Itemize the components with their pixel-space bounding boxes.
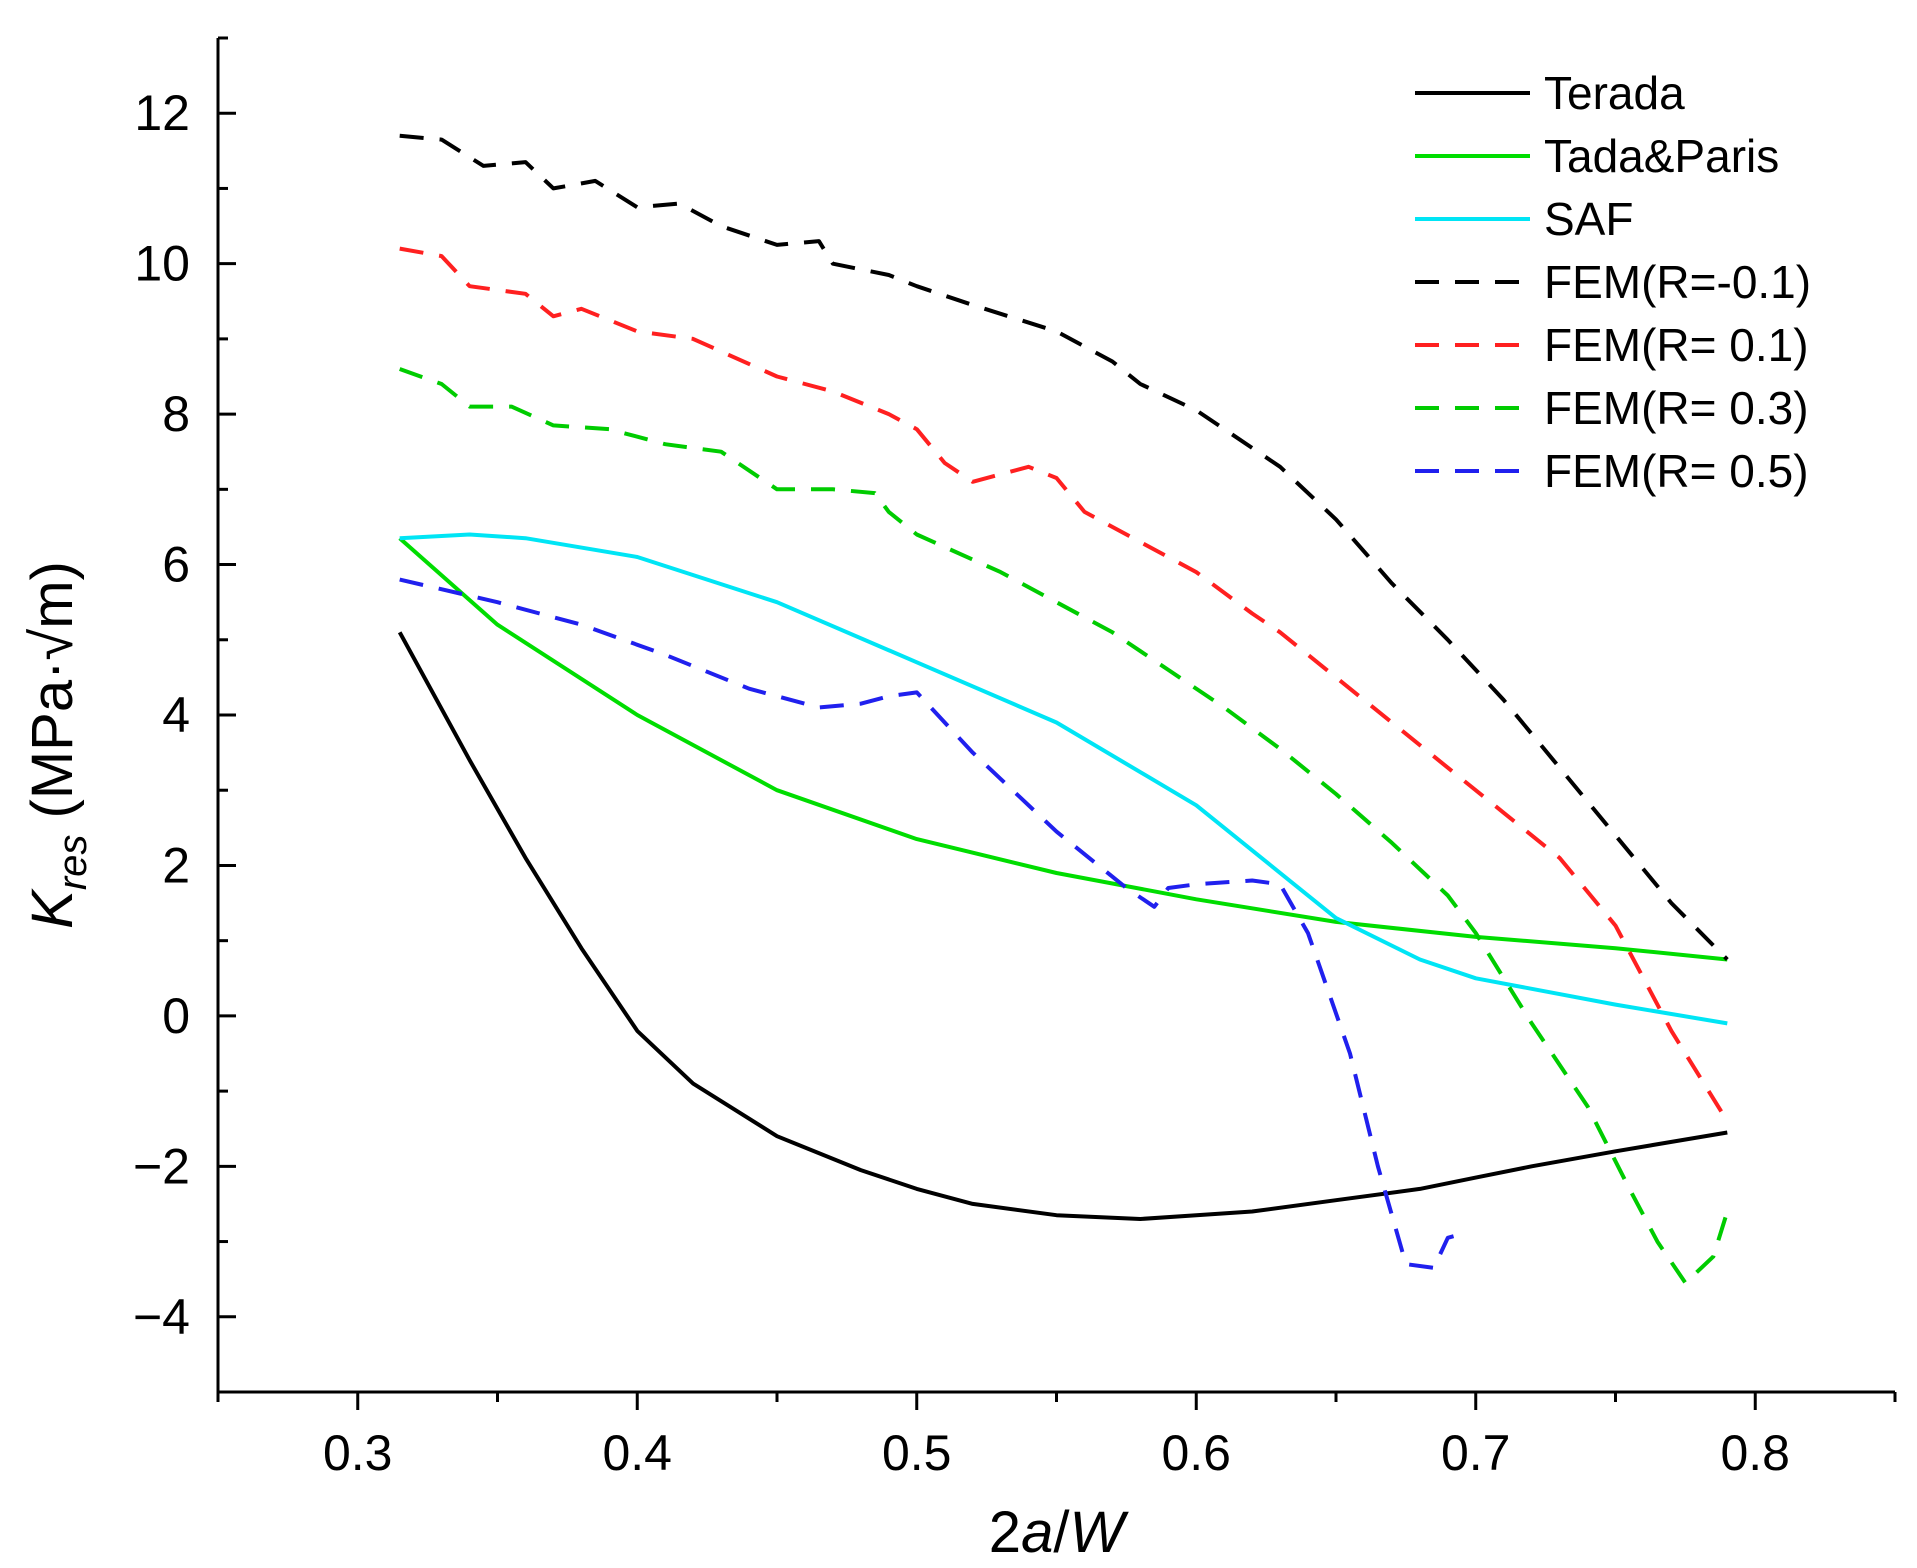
x-axis-title-part: 2	[989, 1500, 1021, 1565]
legend-label-1: Tada&Paris	[1544, 130, 1779, 182]
series-line-2	[399, 532, 1728, 1026]
y-axis-title: Kres (MPa·√m)	[20, 561, 95, 929]
legend-label-0: Terada	[1544, 67, 1685, 119]
series-line-5	[399, 367, 1730, 1285]
series-line-0	[397, 631, 1728, 1221]
x-tick-label: 0.5	[882, 1425, 952, 1481]
legend-label-4: FEM(R= 0.1)	[1544, 319, 1809, 371]
y-tick-label: 12	[134, 85, 190, 141]
y-tick-label: 0	[162, 988, 190, 1044]
legend-label-5: FEM(R= 0.3)	[1544, 382, 1809, 434]
series-layer	[397, 133, 1730, 1285]
y-tick-label: 10	[134, 236, 190, 292]
y-tick-label: −4	[133, 1289, 190, 1345]
y-tick-label: 6	[162, 537, 190, 593]
series-line-6	[399, 577, 1463, 1270]
series-line-1	[398, 536, 1728, 962]
x-tick-label: 0.4	[602, 1425, 672, 1481]
y-tick-label: 4	[162, 687, 190, 743]
x-tick-label: 0.3	[323, 1425, 393, 1481]
x-axis-title-part: a	[1021, 1500, 1053, 1565]
x-tick-label: 0.7	[1441, 1425, 1511, 1481]
legend: Terada Tada&Paris SAF FEM(R=-0.1) FEM(R= 0.1…	[1415, 67, 1811, 497]
legend-label-6: FEM(R= 0.5)	[1544, 445, 1809, 497]
legend-label-2: SAF	[1544, 193, 1633, 245]
y-axis-title-main: K	[20, 888, 85, 929]
y-tick-label: 2	[162, 837, 190, 893]
x-axis-title: 2a/W	[989, 1500, 1130, 1565]
series-line-4	[399, 246, 1730, 1123]
x-axis-title-part: W	[1069, 1500, 1129, 1565]
series-line-3	[399, 133, 1729, 961]
x-axis-title-part: /	[1053, 1500, 1070, 1565]
x-tick-label: 0.8	[1720, 1425, 1790, 1481]
y-tick-label: 8	[162, 386, 190, 442]
legend-label-3: FEM(R=-0.1)	[1544, 256, 1811, 308]
y-tick-label: −2	[133, 1138, 190, 1194]
axes: −4 −2 0 2 4 6 8 10 12 0.3 0.4 0.5 0.6 0.7 0.8	[133, 36, 1897, 1481]
y-axis-title-unit: (MPa·√m)	[20, 561, 85, 834]
x-tick-label: 0.6	[1161, 1425, 1231, 1481]
y-axis-title-subscript: res	[51, 835, 95, 891]
